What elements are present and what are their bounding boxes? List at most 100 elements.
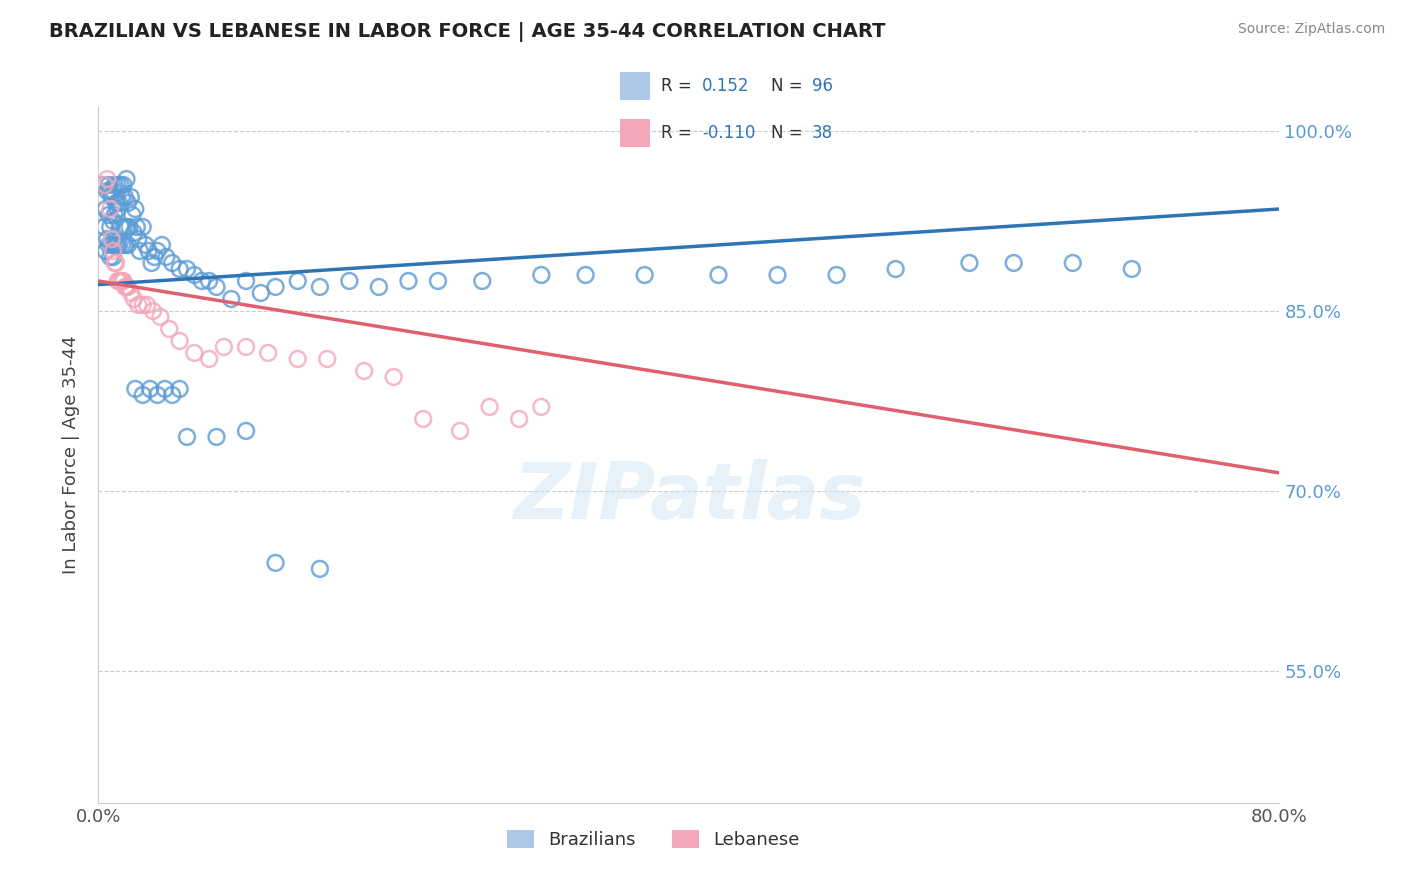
Point: [110, 274, 132, 288]
Point: [111, 238, 134, 252]
Point: [138, 244, 160, 258]
Point: [634, 268, 657, 282]
Point: [508, 412, 530, 426]
Point: [1062, 256, 1084, 270]
Point: [959, 256, 981, 270]
Point: [91, 178, 114, 192]
Point: [149, 310, 172, 324]
Legend: Brazilians, Lebanese: Brazilians, Lebanese: [499, 822, 807, 856]
Point: [287, 274, 309, 288]
Point: [157, 322, 180, 336]
Point: [96, 184, 118, 198]
Point: [287, 351, 309, 366]
Point: [382, 370, 405, 384]
Point: [707, 268, 730, 282]
Point: [128, 244, 150, 258]
Text: 0.152: 0.152: [702, 77, 749, 95]
Point: [198, 351, 221, 366]
Point: [108, 274, 131, 288]
Text: 96: 96: [811, 77, 832, 95]
Point: [132, 388, 155, 402]
Point: [103, 214, 125, 228]
FancyBboxPatch shape: [620, 119, 650, 147]
Point: [191, 274, 214, 288]
Point: [162, 256, 183, 270]
Point: [250, 285, 273, 300]
Point: [107, 178, 129, 192]
Point: [309, 562, 332, 576]
Point: [471, 274, 494, 288]
Point: [825, 268, 848, 282]
Point: [316, 351, 339, 366]
Point: [122, 292, 145, 306]
Text: -0.110: -0.110: [702, 124, 755, 142]
Point: [368, 280, 391, 294]
Point: [398, 274, 420, 288]
Point: [107, 202, 129, 216]
Point: [339, 274, 361, 288]
Point: [98, 202, 121, 216]
Point: [264, 556, 287, 570]
Point: [98, 184, 121, 198]
Point: [212, 340, 235, 354]
Point: [478, 400, 501, 414]
Point: [146, 388, 169, 402]
Point: [264, 280, 287, 294]
Point: [169, 382, 191, 396]
Point: [100, 232, 122, 246]
Point: [111, 190, 134, 204]
Point: [117, 280, 139, 294]
Text: Source: ZipAtlas.com: Source: ZipAtlas.com: [1237, 22, 1385, 37]
Point: [427, 274, 450, 288]
Point: [108, 196, 131, 211]
Point: [235, 340, 257, 354]
Point: [107, 238, 129, 252]
Point: [94, 244, 117, 258]
Point: [135, 238, 157, 252]
Point: [353, 364, 375, 378]
Point: [104, 256, 127, 270]
Point: [100, 238, 122, 252]
Point: [127, 232, 149, 246]
Point: [114, 280, 136, 294]
Point: [766, 268, 789, 282]
Point: [104, 238, 127, 252]
Point: [176, 262, 198, 277]
Point: [93, 178, 115, 192]
FancyBboxPatch shape: [620, 72, 650, 100]
Point: [120, 285, 142, 300]
Point: [108, 238, 131, 252]
Point: [150, 238, 173, 252]
Point: [93, 219, 115, 234]
Point: [115, 219, 138, 234]
Point: [1121, 262, 1143, 277]
Point: [530, 400, 553, 414]
Point: [98, 219, 121, 234]
Point: [205, 430, 228, 444]
Point: [153, 382, 176, 396]
Point: [118, 219, 141, 234]
Point: [124, 382, 146, 396]
Point: [169, 334, 191, 348]
Point: [176, 430, 198, 444]
Point: [112, 219, 135, 234]
Point: [105, 256, 128, 270]
Point: [100, 190, 122, 204]
Point: [103, 184, 125, 198]
Text: N =: N =: [770, 77, 807, 95]
Text: R =: R =: [661, 124, 697, 142]
Point: [111, 274, 134, 288]
Point: [198, 274, 221, 288]
Text: 38: 38: [811, 124, 832, 142]
Point: [122, 226, 145, 240]
Point: [235, 274, 257, 288]
Point: [107, 274, 129, 288]
Point: [96, 172, 118, 186]
Point: [155, 250, 177, 264]
Point: [115, 280, 138, 294]
Point: [114, 190, 136, 204]
Point: [136, 298, 159, 312]
Point: [1002, 256, 1025, 270]
Point: [183, 268, 205, 282]
Point: [412, 412, 434, 426]
